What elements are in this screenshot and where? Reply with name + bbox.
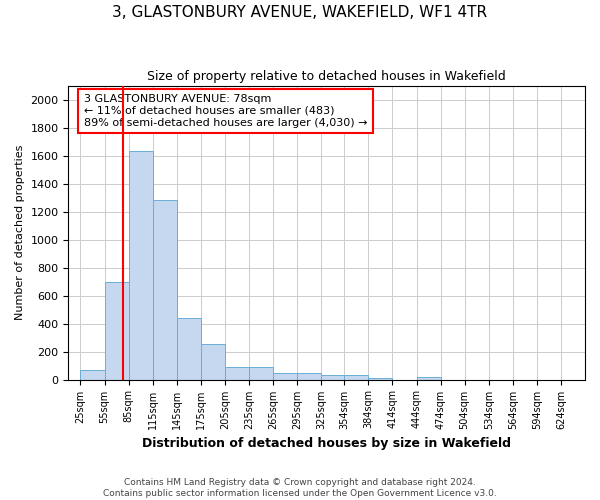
Bar: [128, 152, 152, 380]
Bar: [249, 367, 273, 380]
Bar: [152, 200, 176, 380]
Text: 3 GLASTONBURY AVENUE: 78sqm
← 11% of detached houses are smaller (483)
89% of se: 3 GLASTONBURY AVENUE: 78sqm ← 11% of det…: [84, 94, 367, 128]
Bar: [416, 378, 440, 380]
Bar: [80, 370, 104, 380]
Bar: [201, 344, 225, 380]
Text: Contains HM Land Registry data © Crown copyright and database right 2024.
Contai: Contains HM Land Registry data © Crown c…: [103, 478, 497, 498]
X-axis label: Distribution of detached houses by size in Wakefield: Distribution of detached houses by size …: [142, 437, 511, 450]
Bar: [297, 374, 321, 380]
Bar: [104, 282, 128, 380]
Bar: [176, 318, 201, 380]
Bar: [225, 367, 249, 380]
Bar: [344, 376, 368, 380]
Bar: [273, 372, 297, 380]
Y-axis label: Number of detached properties: Number of detached properties: [15, 145, 25, 320]
Bar: [321, 376, 345, 380]
Title: Size of property relative to detached houses in Wakefield: Size of property relative to detached ho…: [148, 70, 506, 83]
Bar: [368, 378, 392, 380]
Text: 3, GLASTONBURY AVENUE, WAKEFIELD, WF1 4TR: 3, GLASTONBURY AVENUE, WAKEFIELD, WF1 4T…: [112, 5, 488, 20]
